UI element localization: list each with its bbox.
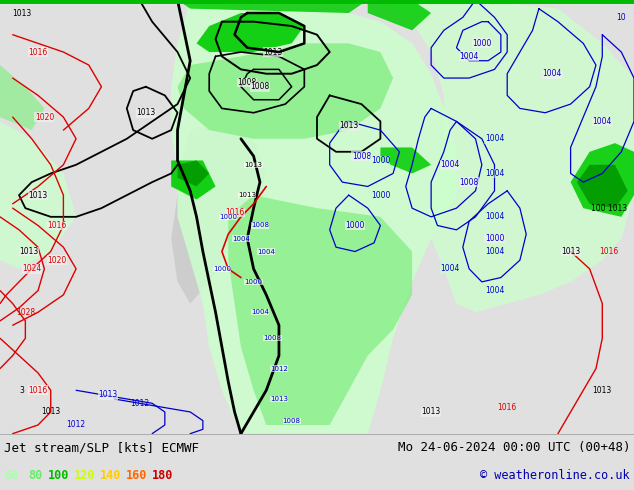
Text: 1000: 1000 — [213, 266, 231, 272]
Text: 1013: 1013 — [98, 390, 117, 399]
Text: 1013: 1013 — [13, 8, 32, 18]
Text: 1020: 1020 — [48, 256, 67, 265]
Text: 120: 120 — [74, 469, 95, 483]
Text: © weatheronline.co.uk: © weatheronline.co.uk — [481, 469, 630, 483]
Text: 1013: 1013 — [136, 108, 155, 117]
Text: 1016: 1016 — [599, 247, 618, 256]
Text: 1016: 1016 — [48, 221, 67, 230]
Text: 1013: 1013 — [19, 247, 38, 256]
Text: 1004: 1004 — [593, 117, 612, 126]
Text: 1016: 1016 — [225, 208, 244, 217]
Text: 1000: 1000 — [371, 156, 390, 165]
Text: 1008: 1008 — [352, 151, 371, 161]
Text: 1012: 1012 — [270, 366, 288, 371]
Polygon shape — [178, 160, 209, 187]
Text: 1016: 1016 — [29, 386, 48, 395]
Text: 1004: 1004 — [485, 134, 504, 143]
Text: 1000: 1000 — [371, 191, 390, 199]
Text: 140: 140 — [100, 469, 121, 483]
Polygon shape — [228, 195, 412, 425]
Polygon shape — [171, 160, 216, 199]
Text: 100: 100 — [48, 469, 69, 483]
Text: 1013: 1013 — [561, 247, 580, 256]
Text: 1004: 1004 — [485, 169, 504, 178]
Text: 1000: 1000 — [485, 234, 504, 243]
Polygon shape — [197, 13, 304, 52]
Polygon shape — [368, 0, 431, 30]
Text: 60: 60 — [4, 469, 18, 483]
Text: 1004: 1004 — [441, 265, 460, 273]
Text: Mo 24-06-2024 00:00 UTC (00+48): Mo 24-06-2024 00:00 UTC (00+48) — [398, 441, 630, 454]
Text: 1028: 1028 — [16, 308, 35, 317]
Text: 1013: 1013 — [263, 48, 282, 56]
Polygon shape — [0, 122, 76, 269]
Text: 1012: 1012 — [67, 420, 86, 429]
Text: 1024: 1024 — [22, 265, 41, 273]
Text: 1008: 1008 — [460, 178, 479, 187]
Polygon shape — [380, 0, 634, 312]
Polygon shape — [380, 147, 431, 173]
Text: 1008: 1008 — [283, 417, 301, 424]
Text: 160: 160 — [126, 469, 147, 483]
Text: 1013: 1013 — [245, 162, 262, 168]
Text: Jet stream/SLP [kts] ECMWF: Jet stream/SLP [kts] ECMWF — [4, 441, 199, 454]
Text: 1008: 1008 — [264, 335, 281, 341]
Text: 1008: 1008 — [250, 82, 269, 91]
Text: 1004: 1004 — [485, 247, 504, 256]
Text: 1016: 1016 — [498, 403, 517, 412]
Polygon shape — [178, 44, 393, 139]
Text: 1004: 1004 — [251, 309, 269, 315]
Text: 1013: 1013 — [41, 408, 60, 416]
Text: 1004: 1004 — [485, 212, 504, 221]
Text: 180: 180 — [152, 469, 173, 483]
Polygon shape — [171, 122, 266, 304]
Text: 1004: 1004 — [460, 52, 479, 61]
Text: 80: 80 — [28, 469, 42, 483]
Text: 1000: 1000 — [219, 214, 237, 220]
Text: 1013: 1013 — [422, 408, 441, 416]
Text: 1012: 1012 — [130, 399, 149, 408]
Text: 1000: 1000 — [245, 279, 262, 285]
Text: 1000: 1000 — [346, 221, 365, 230]
Polygon shape — [184, 78, 266, 130]
Text: 1013: 1013 — [593, 386, 612, 395]
Text: 1016: 1016 — [29, 48, 48, 56]
Text: 10: 10 — [616, 13, 626, 22]
Text: 100 1013: 100 1013 — [591, 204, 626, 213]
Polygon shape — [0, 65, 44, 130]
Text: 1000: 1000 — [472, 39, 491, 48]
Polygon shape — [577, 165, 628, 208]
Text: 3: 3 — [19, 386, 24, 395]
Text: 1013: 1013 — [270, 396, 288, 402]
Text: 1013: 1013 — [339, 121, 358, 130]
Text: 1013: 1013 — [29, 191, 48, 199]
Text: 1004: 1004 — [485, 286, 504, 295]
Polygon shape — [171, 0, 456, 434]
Text: 1004: 1004 — [441, 160, 460, 169]
Text: 1004: 1004 — [257, 248, 275, 254]
Text: 1008: 1008 — [238, 78, 257, 87]
Polygon shape — [178, 0, 368, 13]
Text: 1004: 1004 — [542, 69, 561, 78]
Text: 1008: 1008 — [251, 222, 269, 228]
Text: 1004: 1004 — [232, 236, 250, 242]
Text: 1013: 1013 — [238, 192, 256, 198]
Text: 1020: 1020 — [35, 113, 54, 122]
Polygon shape — [571, 143, 634, 217]
